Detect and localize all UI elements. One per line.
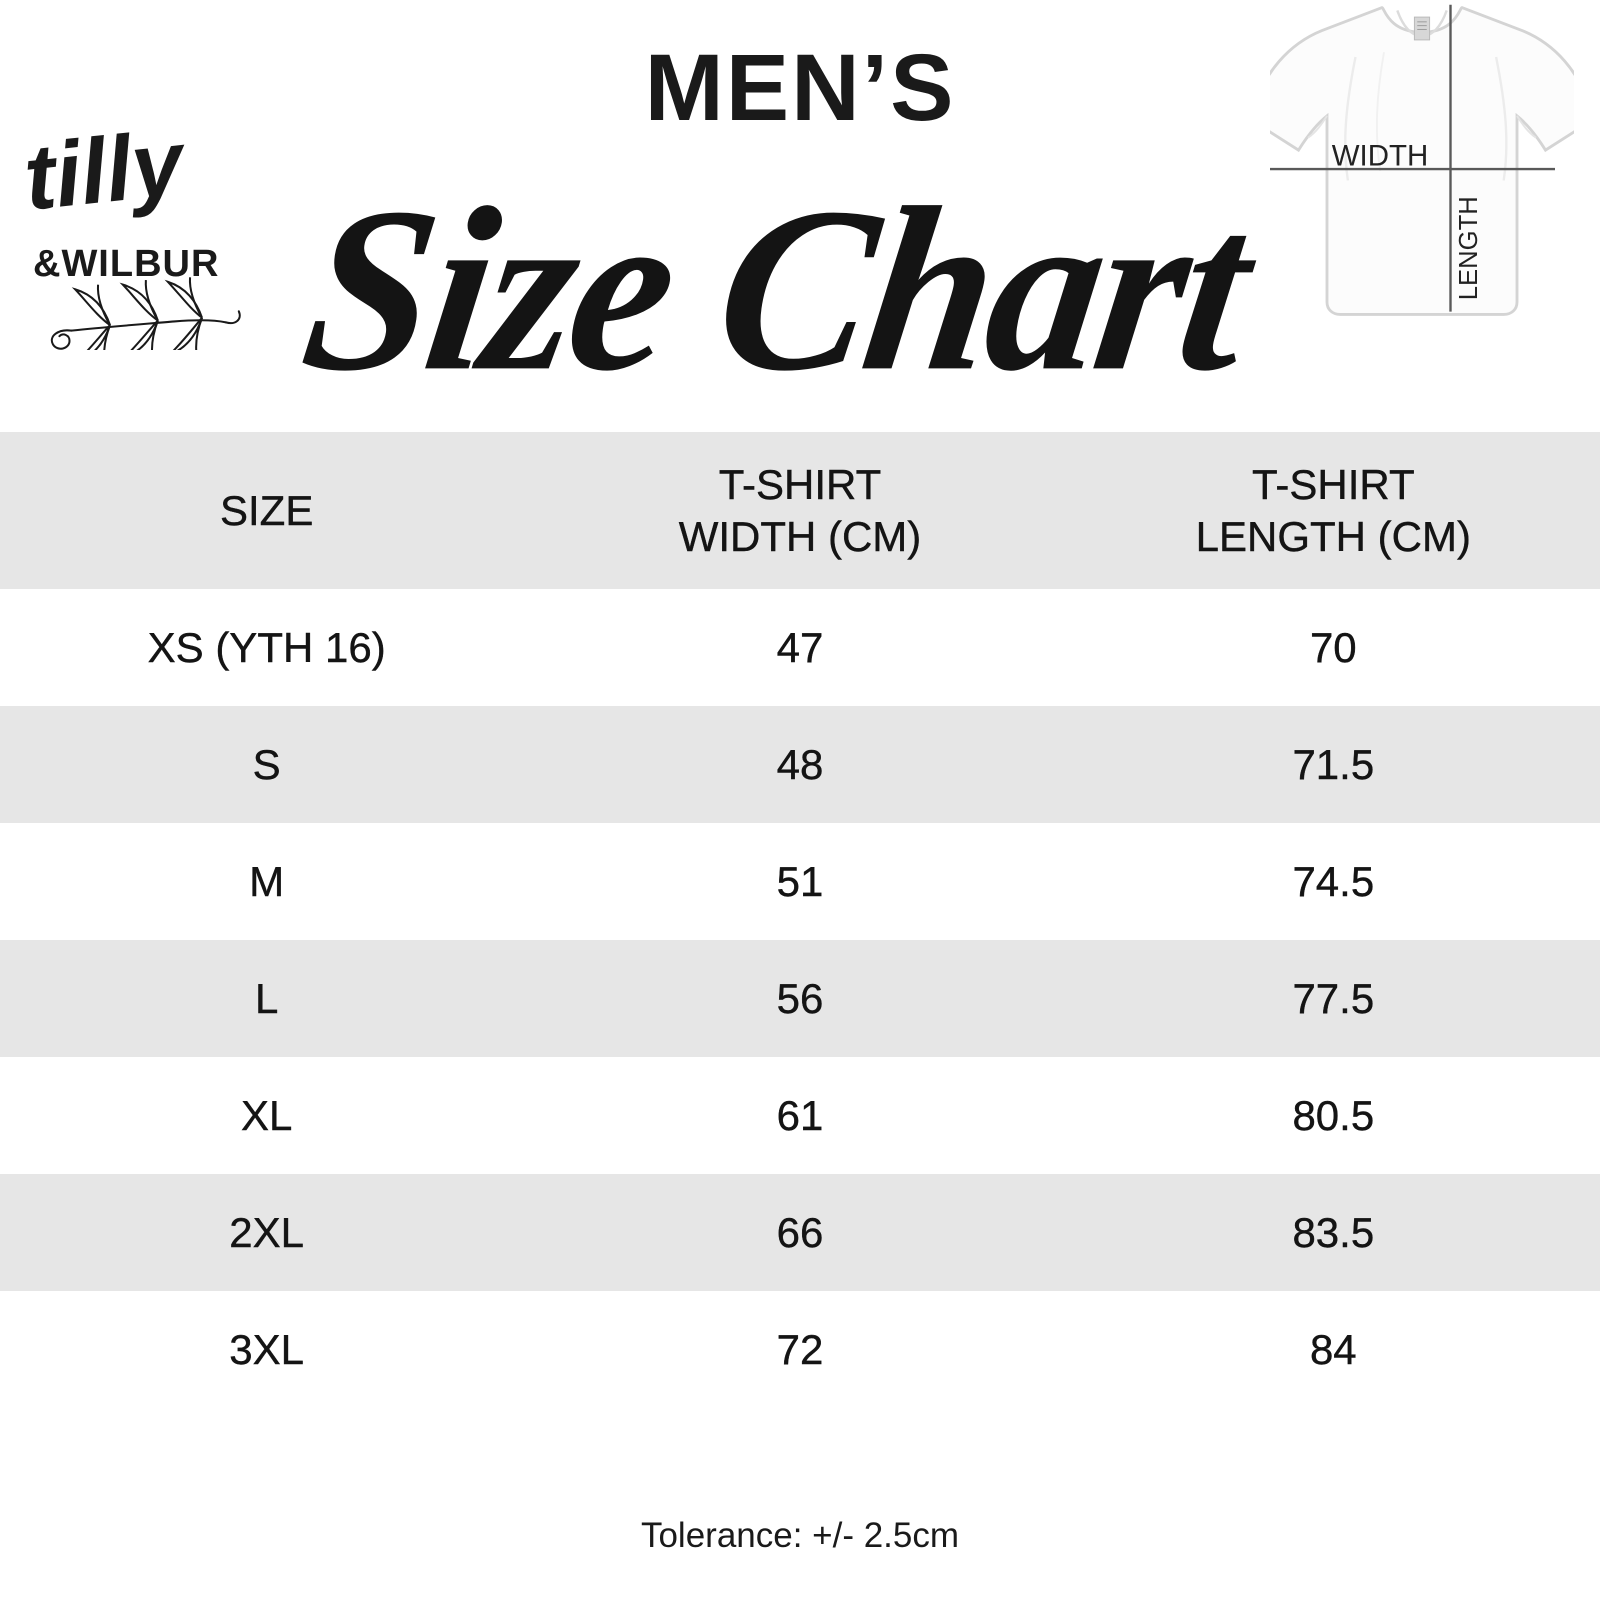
- svg-text:LENGTH: LENGTH: [1455, 196, 1483, 300]
- svg-text:&WILBUR: &WILBUR: [33, 243, 219, 285]
- svg-text:WIDTH: WIDTH: [1332, 139, 1428, 172]
